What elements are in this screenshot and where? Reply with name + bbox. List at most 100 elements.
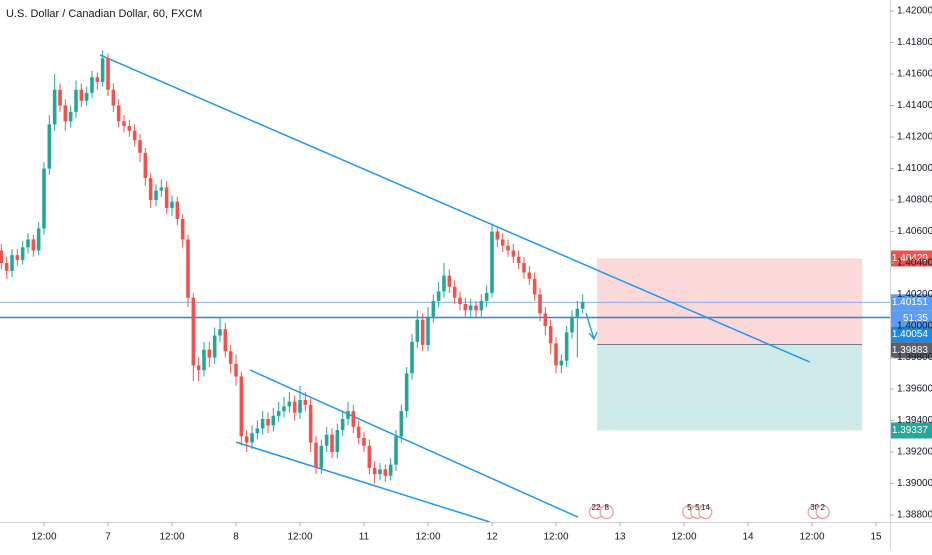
candle-body xyxy=(192,298,196,366)
event-label: 14 xyxy=(701,503,710,512)
candle-body xyxy=(53,90,57,125)
candle-body xyxy=(197,365,201,370)
candle-body xyxy=(336,430,340,452)
candle-body xyxy=(0,250,3,263)
candle-body xyxy=(256,428,260,433)
y-tick-label: 1.41200 xyxy=(897,132,932,143)
candle-body xyxy=(549,326,553,343)
y-tick-label: 1.39400 xyxy=(897,415,932,426)
candle-body xyxy=(42,169,46,229)
candle-body xyxy=(117,106,121,122)
candle-body xyxy=(282,406,286,411)
candle-body xyxy=(96,77,100,82)
candle-body xyxy=(144,153,148,178)
candle-body xyxy=(5,263,9,271)
candle-body xyxy=(266,419,270,425)
candle-body xyxy=(389,465,393,476)
candle-body xyxy=(298,400,302,413)
candle-body xyxy=(10,255,14,271)
candle-body xyxy=(277,411,281,416)
candle-body xyxy=(234,364,238,377)
candle-body xyxy=(69,112,73,121)
candle-body xyxy=(565,332,569,360)
candle-body xyxy=(304,400,308,405)
candle-body xyxy=(581,302,585,308)
y-tick-label: 1.39000 xyxy=(897,478,932,489)
candle-body xyxy=(368,446,372,468)
candle-body xyxy=(458,298,462,304)
candle-body xyxy=(325,435,329,446)
candle-body xyxy=(21,247,25,260)
candle-body xyxy=(165,187,169,207)
y-tick-label: 1.40400 xyxy=(897,258,932,269)
candle-body xyxy=(240,376,244,436)
candle-body xyxy=(405,373,409,411)
candle-body xyxy=(154,191,158,200)
candle-body xyxy=(309,405,313,443)
candle-body xyxy=(352,411,356,427)
candle-body xyxy=(410,342,414,374)
candle-body xyxy=(512,250,516,256)
candle-body xyxy=(250,433,254,442)
candle-body xyxy=(101,58,105,82)
candle-body xyxy=(522,263,526,272)
candle-body xyxy=(176,202,180,219)
event-label: 8 xyxy=(604,503,609,512)
x-tick-label: 15 xyxy=(870,532,882,543)
candle-body xyxy=(288,402,292,407)
candle-body xyxy=(330,435,334,452)
candle-body xyxy=(122,121,126,126)
candle-body xyxy=(554,343,558,365)
candle-body xyxy=(160,187,164,190)
candle-body xyxy=(362,438,366,446)
candle-body xyxy=(373,468,377,474)
x-tick-label: 12:00 xyxy=(543,532,568,543)
x-tick-label: 13 xyxy=(614,532,626,543)
candle-body xyxy=(320,446,324,468)
candle-body xyxy=(208,350,212,358)
candle-body xyxy=(501,239,505,245)
target-zone xyxy=(597,344,862,430)
candle-body xyxy=(480,301,484,310)
candle-body xyxy=(261,419,265,428)
x-tick-label: 12:00 xyxy=(287,532,312,543)
candle-body xyxy=(138,140,142,153)
candle-body xyxy=(496,232,500,240)
chart-title: U.S. Dollar / Canadian Dollar, 60, FXCM xyxy=(6,8,202,20)
candle-body xyxy=(149,178,153,200)
candle-body xyxy=(58,90,62,106)
candle-body xyxy=(490,232,494,293)
candle-body xyxy=(133,131,137,140)
y-tick-label: 1.42000 xyxy=(897,6,932,17)
event-label: 22 xyxy=(592,503,601,512)
candle-body xyxy=(293,402,297,413)
candle-body xyxy=(80,90,84,101)
x-tick-label: 12:00 xyxy=(159,532,184,543)
candle-body xyxy=(90,77,94,93)
y-tick-label: 1.39600 xyxy=(897,384,932,395)
x-tick-label: 12 xyxy=(486,532,498,543)
candle-body xyxy=(448,276,452,287)
y-tick-label: 1.40000 xyxy=(897,321,932,332)
candle-body xyxy=(202,350,206,370)
candle-body xyxy=(128,126,132,131)
y-tick-label: 1.39200 xyxy=(897,447,932,458)
candle-body xyxy=(474,306,478,311)
candle-body xyxy=(213,336,217,358)
candle-body xyxy=(357,427,361,438)
y-tick-label: 1.39800 xyxy=(897,352,932,363)
event-label: 2 xyxy=(820,503,825,512)
candle-body xyxy=(384,469,388,475)
y-tick-label: 1.40800 xyxy=(897,195,932,206)
x-tick-label: 12:00 xyxy=(415,532,440,543)
y-tick-label: 1.41000 xyxy=(897,163,932,174)
candle-body xyxy=(48,124,52,168)
x-tick-label: 12:00 xyxy=(799,532,824,543)
candle-body xyxy=(341,419,345,430)
candle-body xyxy=(37,228,41,250)
candle-body xyxy=(394,436,398,464)
x-tick-label: 11 xyxy=(359,532,370,543)
candle-body xyxy=(469,306,473,311)
candle-body xyxy=(464,304,468,310)
